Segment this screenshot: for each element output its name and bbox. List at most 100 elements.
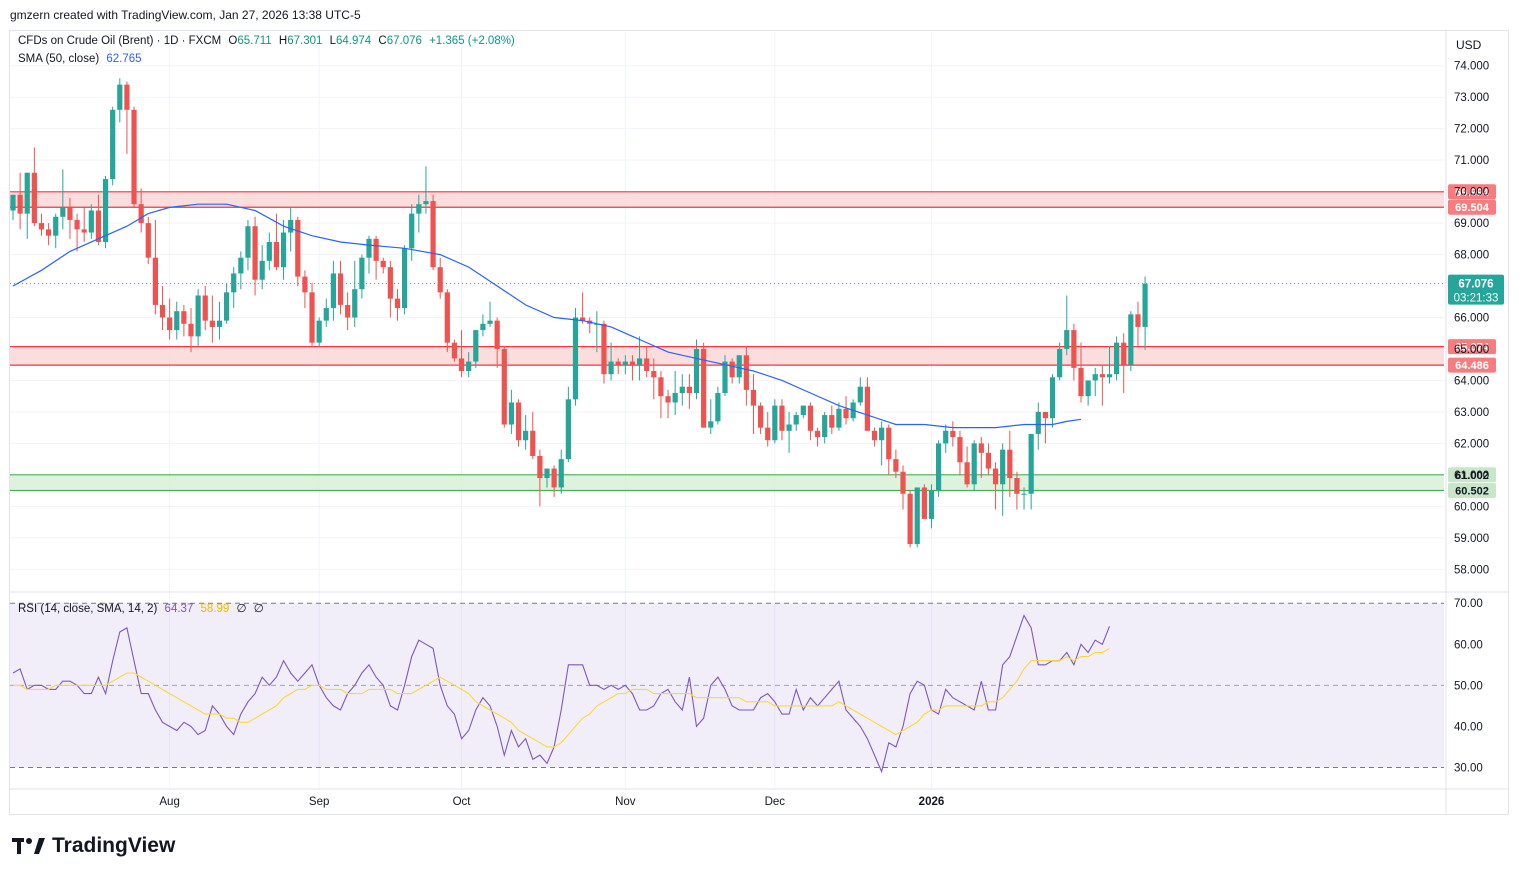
candle-body bbox=[765, 427, 771, 441]
candle bbox=[914, 487, 920, 548]
candle bbox=[437, 257, 443, 299]
candle-body bbox=[124, 84, 130, 110]
time-tick-label: Aug bbox=[159, 796, 179, 808]
candle-body bbox=[864, 386, 870, 431]
candle-body bbox=[829, 415, 835, 428]
low-label: L bbox=[329, 35, 336, 47]
candle bbox=[893, 449, 899, 478]
candle-body bbox=[437, 267, 443, 293]
candle bbox=[530, 411, 536, 460]
candle bbox=[380, 257, 386, 274]
candle-body bbox=[914, 487, 920, 545]
candle bbox=[750, 374, 757, 434]
candle bbox=[1042, 411, 1048, 444]
support-top-tag bbox=[1448, 467, 1496, 483]
candle-body bbox=[907, 493, 913, 545]
candle bbox=[957, 430, 963, 475]
candle bbox=[252, 216, 258, 296]
candle bbox=[615, 358, 621, 375]
candle-body bbox=[110, 109, 116, 180]
candle bbox=[138, 188, 144, 233]
candle bbox=[145, 216, 151, 264]
candle bbox=[423, 166, 429, 214]
candle-body bbox=[1000, 449, 1006, 485]
candle-body bbox=[992, 468, 999, 485]
candle bbox=[10, 194, 16, 220]
candle-body bbox=[658, 377, 664, 397]
candle bbox=[807, 402, 814, 441]
resistance-lower-top-label: 65.074 bbox=[1455, 342, 1490, 354]
candle-body bbox=[181, 311, 187, 324]
candle-body bbox=[295, 219, 301, 277]
candle-body bbox=[430, 201, 436, 268]
candle bbox=[238, 251, 244, 290]
candle bbox=[174, 301, 180, 340]
candle bbox=[580, 292, 586, 324]
countdown-label: 03:21:33 bbox=[1454, 293, 1499, 305]
chart-frame[interactable] bbox=[9, 30, 1509, 815]
candle bbox=[758, 402, 764, 434]
candle bbox=[302, 270, 308, 309]
price-tick-label: 73.000 bbox=[1454, 92, 1489, 104]
candle bbox=[743, 345, 749, 406]
support-zone bbox=[10, 474, 1444, 491]
candle-body bbox=[1114, 342, 1120, 375]
candle-body bbox=[74, 219, 80, 230]
price-tick-label: 69.000 bbox=[1454, 218, 1489, 230]
candle-body bbox=[743, 355, 749, 390]
candle bbox=[1142, 276, 1148, 350]
price-tick-label: 66.000 bbox=[1454, 313, 1489, 325]
candle-body bbox=[10, 194, 16, 211]
candle-body bbox=[366, 238, 372, 258]
candle-body bbox=[701, 348, 707, 428]
candle bbox=[822, 411, 828, 444]
rsi-na-1: ∅ bbox=[236, 603, 247, 615]
candle bbox=[1064, 295, 1070, 356]
candle bbox=[779, 399, 785, 441]
candle-body bbox=[337, 273, 344, 305]
candle bbox=[387, 260, 393, 318]
candle bbox=[67, 197, 73, 239]
candle-body bbox=[629, 361, 636, 365]
candle bbox=[359, 254, 365, 299]
candle-body bbox=[359, 257, 365, 290]
candle bbox=[402, 245, 408, 315]
candle bbox=[46, 223, 52, 246]
candle-body bbox=[1135, 314, 1141, 327]
candle bbox=[373, 235, 379, 280]
candle bbox=[295, 216, 301, 287]
price-tick-label: 72.000 bbox=[1454, 124, 1489, 136]
candle bbox=[345, 292, 351, 331]
candle bbox=[644, 345, 650, 378]
candle-body bbox=[252, 226, 258, 280]
candle-body bbox=[17, 194, 23, 214]
candle bbox=[444, 289, 450, 353]
candle bbox=[74, 213, 80, 252]
resistance-lower-zone bbox=[10, 346, 1444, 366]
candle bbox=[202, 286, 208, 331]
candle-body bbox=[138, 204, 144, 224]
candle bbox=[53, 213, 59, 249]
candle bbox=[110, 106, 116, 186]
candle bbox=[366, 235, 372, 274]
candle bbox=[266, 232, 272, 271]
candle bbox=[480, 314, 486, 337]
rsi-tick-label: 70.00 bbox=[1454, 598, 1483, 610]
candle-body bbox=[288, 219, 294, 233]
candle bbox=[964, 446, 970, 488]
support-top-label: 61.002 bbox=[1455, 470, 1489, 482]
candle bbox=[1106, 345, 1113, 384]
candle bbox=[622, 355, 628, 375]
candle-body bbox=[722, 361, 728, 394]
candle bbox=[544, 468, 550, 488]
price-tick-label: 71.000 bbox=[1454, 155, 1489, 167]
price-tick-label: 68.000 bbox=[1454, 250, 1489, 262]
currency-label[interactable]: USD bbox=[1456, 38, 1482, 52]
sma-legend: SMA (50, close) 62.765 bbox=[18, 53, 146, 65]
tradingview-logo[interactable]: TradingView bbox=[12, 834, 175, 858]
candle bbox=[1049, 374, 1056, 428]
candle-body bbox=[473, 330, 479, 362]
price-tick-label: 63.000 bbox=[1454, 407, 1489, 419]
candle-body bbox=[202, 295, 208, 321]
